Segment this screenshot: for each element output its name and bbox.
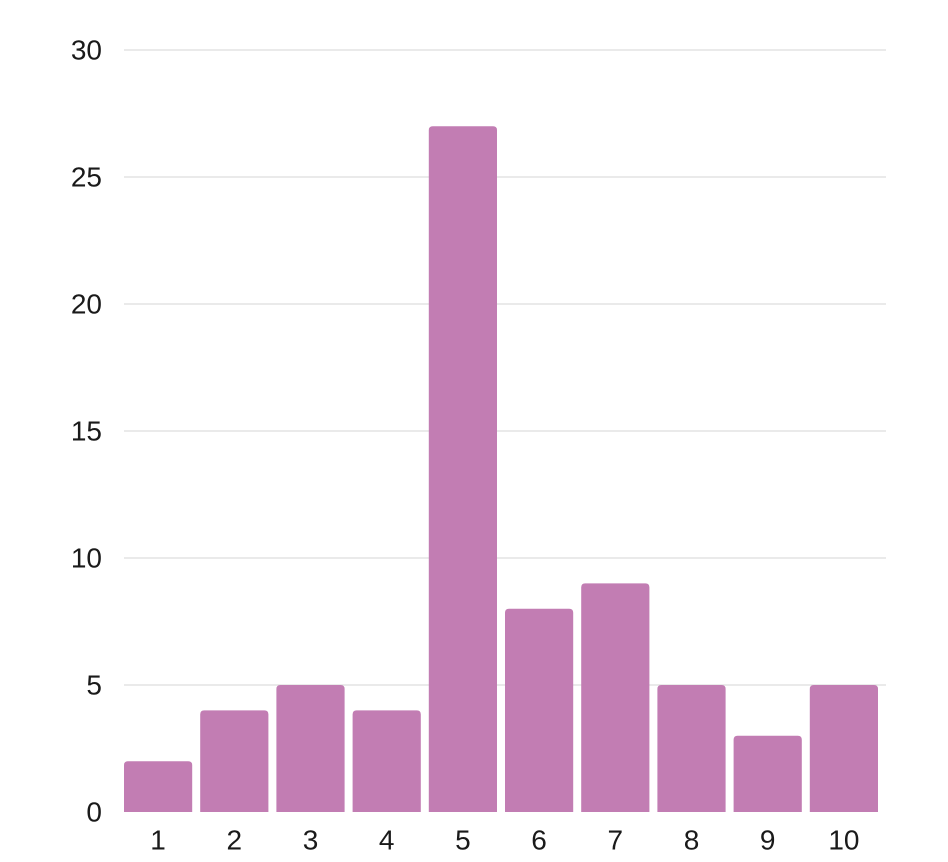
- bar-4: [352, 710, 421, 812]
- bar-10: [809, 685, 878, 812]
- x-tick-label: 1: [150, 825, 166, 856]
- y-tick-label: 20: [71, 289, 102, 320]
- x-tick-label: 7: [608, 825, 624, 856]
- y-tick-label: 30: [71, 35, 102, 66]
- bars: [124, 126, 878, 812]
- y-tick-label: 0: [86, 797, 102, 828]
- bar-6: [505, 608, 574, 812]
- bar-5: [428, 126, 497, 812]
- bar-9: [733, 735, 802, 812]
- y-tick-label: 15: [71, 416, 102, 447]
- gridlines: [124, 49, 886, 686]
- y-tick-label: 25: [71, 162, 102, 193]
- x-tick-label: 4: [379, 825, 395, 856]
- y-tick-label: 10: [71, 543, 102, 574]
- x-tick-label: 10: [828, 825, 859, 856]
- x-tick-label: 2: [227, 825, 243, 856]
- x-tick-label: 6: [531, 825, 547, 856]
- x-axis-ticks: 1 2 3 4 5 6 7 8 9 10: [150, 825, 859, 856]
- bar-2: [200, 710, 269, 812]
- bar-3: [276, 685, 345, 812]
- bar-8: [657, 685, 726, 812]
- bar-1: [124, 761, 193, 812]
- x-tick-label: 3: [303, 825, 319, 856]
- y-tick-label: 5: [86, 670, 102, 701]
- x-tick-label: 5: [455, 825, 471, 856]
- y-axis-ticks: 0 5 10 15 20 25 30: [71, 35, 102, 828]
- bar-7: [581, 583, 650, 812]
- x-tick-label: 9: [760, 825, 776, 856]
- x-tick-label: 8: [684, 825, 700, 856]
